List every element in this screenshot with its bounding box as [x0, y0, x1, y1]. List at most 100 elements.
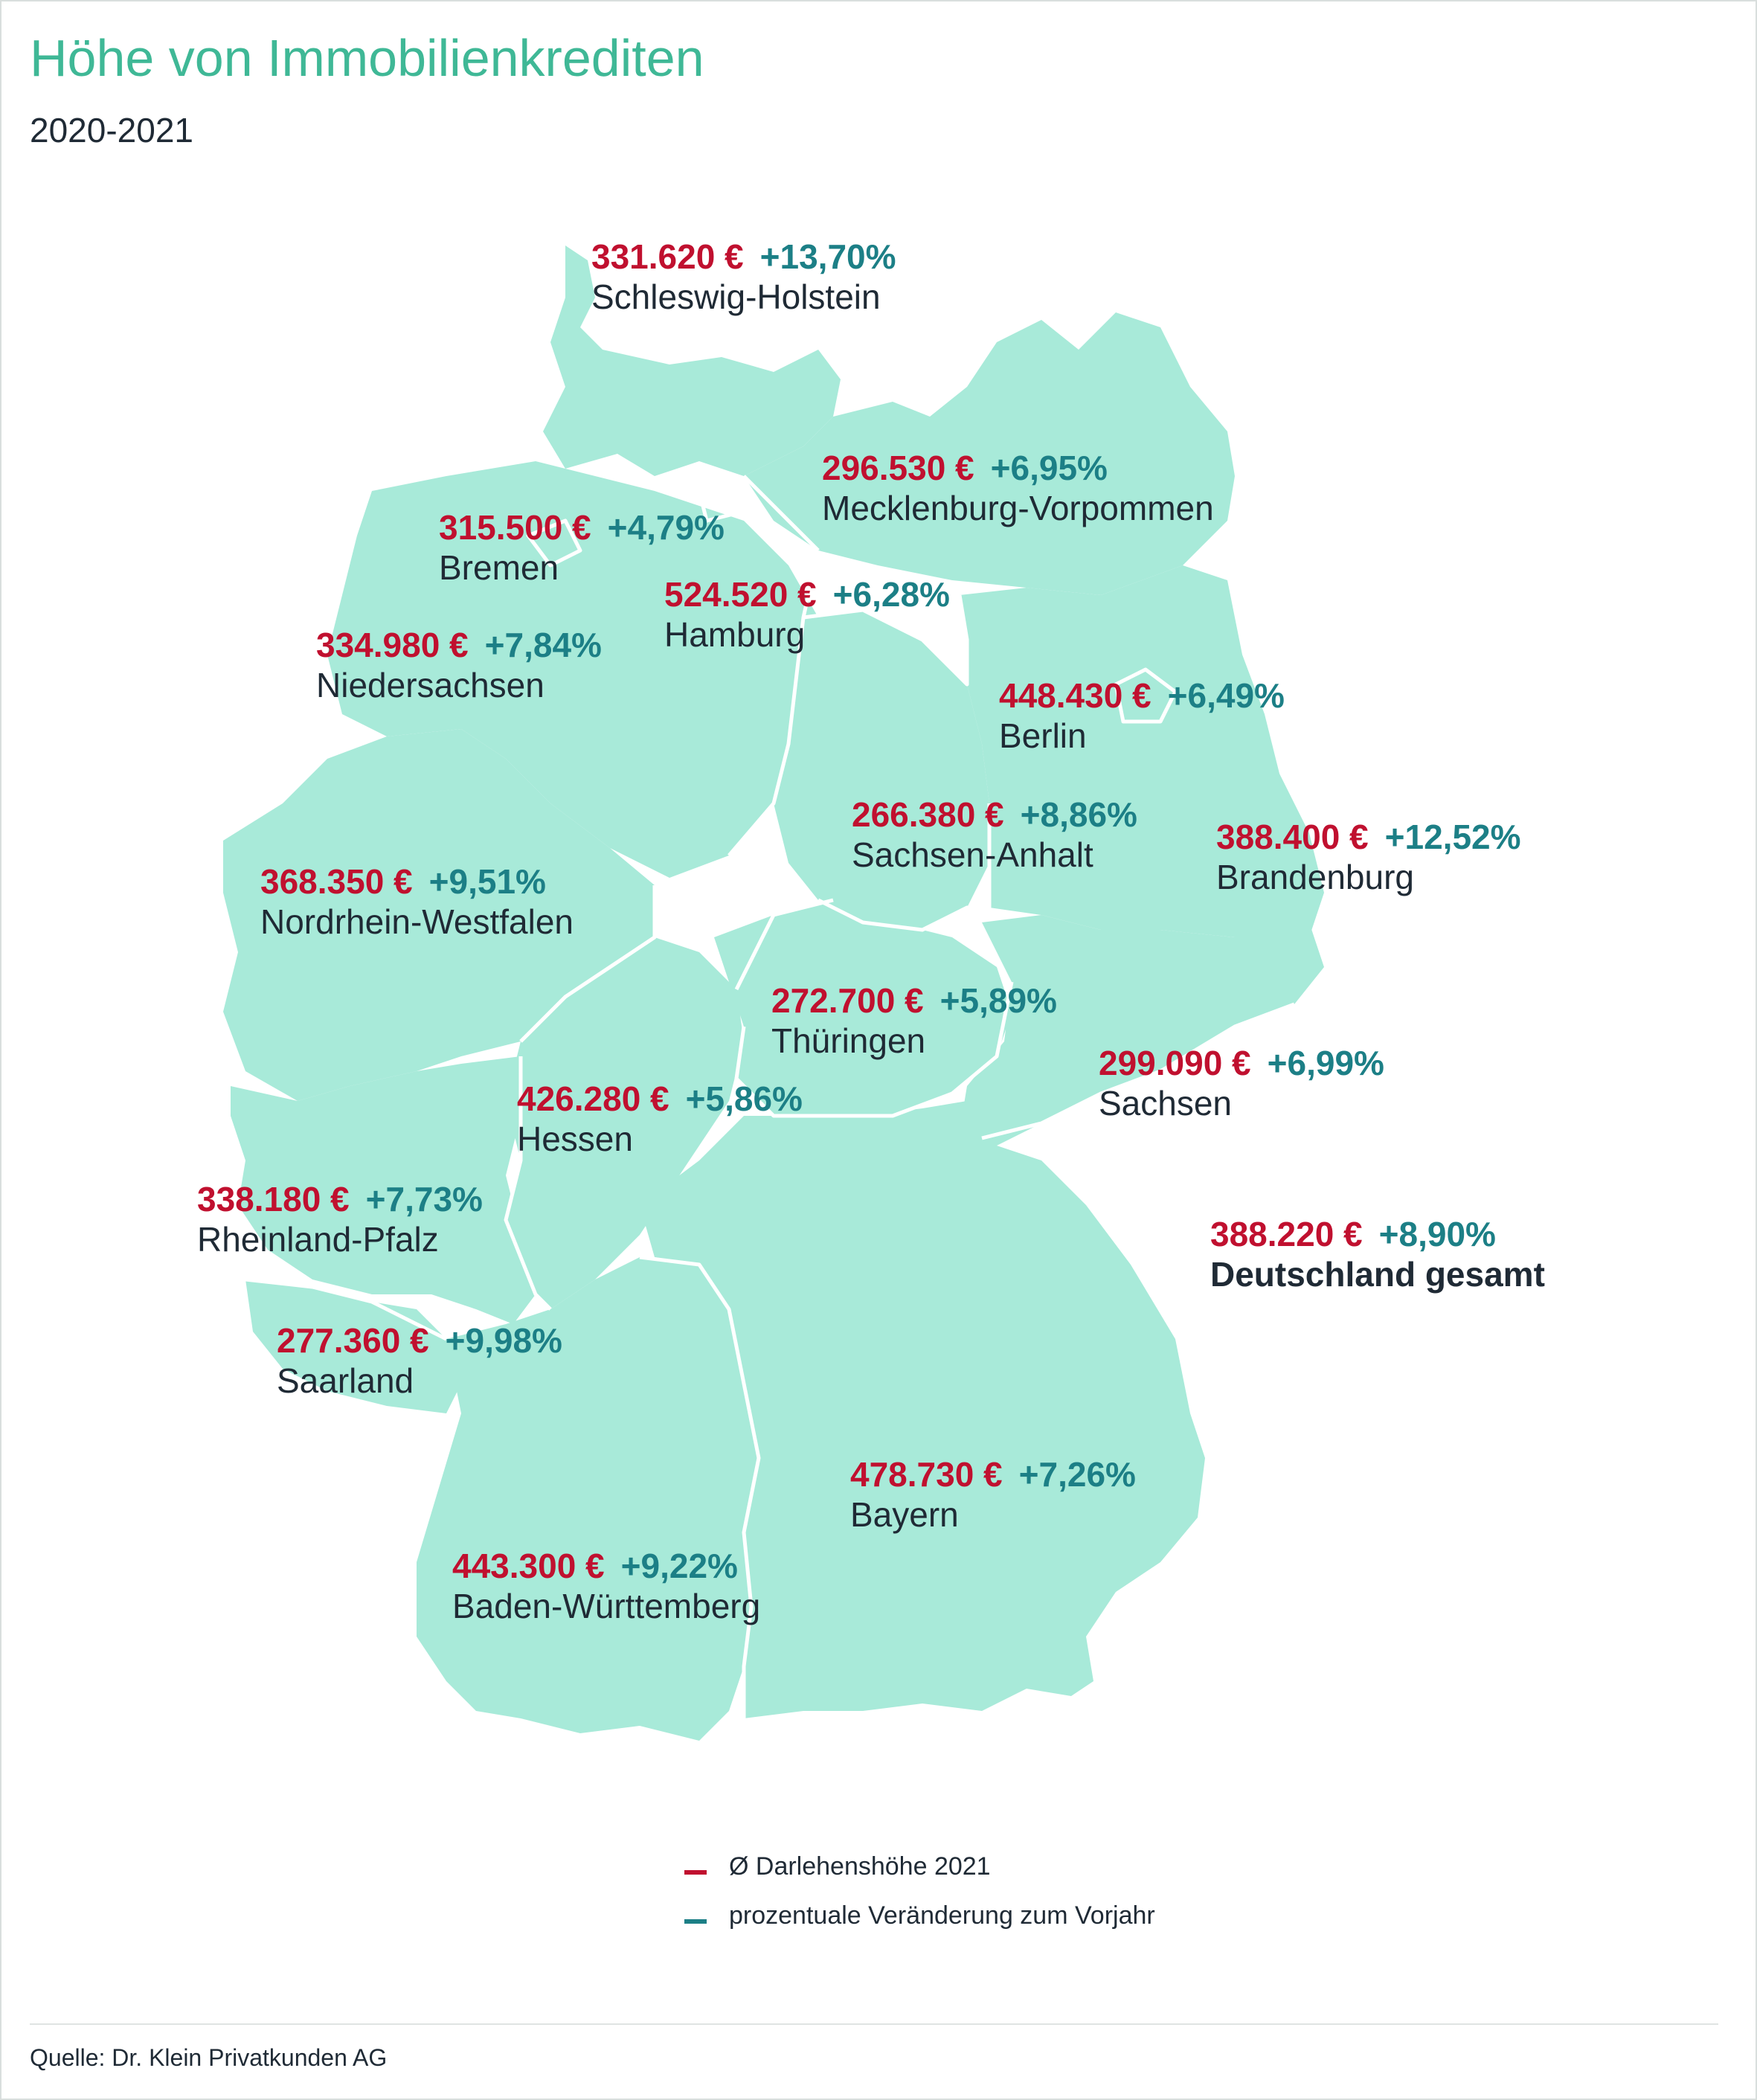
region-change: +7,84%	[484, 626, 602, 664]
region-change: +4,79%	[607, 508, 725, 547]
region-values: 296.530 € +6,95%	[822, 448, 1214, 488]
region-amount: 524.520 €	[664, 575, 817, 614]
region-change: +6,49%	[1167, 676, 1285, 715]
region-change: +9,22%	[620, 1547, 738, 1585]
region-label-nordrhein-westfalen: 368.350 € +9,51% Nordrhein-Westfalen	[260, 861, 574, 943]
region-amount: 277.360 €	[277, 1321, 429, 1360]
region-label-sachsen: 299.090 € +6,99% Sachsen	[1099, 1043, 1384, 1124]
region-amount: 426.280 €	[517, 1079, 669, 1118]
region-shape-sachsen	[960, 915, 1324, 1146]
region-values: 388.400 € +12,52%	[1216, 817, 1521, 857]
region-values: 448.430 € +6,49%	[999, 675, 1285, 716]
region-name: Berlin	[999, 716, 1087, 756]
page-title: Höhe von Immobilienkrediten	[30, 29, 704, 87]
region-change: +5,89%	[939, 981, 1057, 1020]
region-label-sachsen-anhalt: 266.380 € +8,86% Sachsen-Anhalt	[852, 794, 1137, 876]
region-name: Baden-Württemberg	[452, 1587, 761, 1626]
region-shape-rheinland-pfalz	[231, 1056, 536, 1324]
region-name: Hessen	[517, 1120, 633, 1159]
region-name: Schleswig-Holstein	[591, 277, 881, 317]
region-label-baden-wuerttemberg: 443.300 € +9,22% Baden-Württemberg	[452, 1546, 760, 1627]
region-label-saarland: 277.360 € +9,98% Saarland	[277, 1320, 562, 1401]
region-values: 426.280 € +5,86%	[517, 1079, 803, 1119]
region-change: +12,52%	[1384, 818, 1521, 856]
region-change: +8,90%	[1378, 1215, 1496, 1253]
region-change: +8,86%	[1020, 795, 1137, 834]
legend-swatch-amount	[684, 1870, 707, 1875]
region-name: Thüringen	[771, 1021, 926, 1061]
region-amount: 299.090 €	[1099, 1044, 1251, 1082]
region-change: +6,28%	[832, 575, 950, 614]
region-shape-brandenburg	[960, 565, 1324, 937]
region-amount: 315.500 €	[439, 508, 591, 547]
region-label-deutschland: 388.220 € +8,90% Deutschland gesamt	[1210, 1214, 1545, 1295]
region-label-brandenburg: 388.400 € +12,52% Brandenburg	[1216, 817, 1521, 898]
region-values: 266.380 € +8,86%	[852, 794, 1137, 835]
region-shape-bayern	[640, 1101, 1205, 1718]
region-label-hessen: 426.280 € +5,86% Hessen	[517, 1079, 803, 1160]
region-values: 338.180 € +7,73%	[197, 1179, 483, 1219]
footer-divider	[30, 2023, 1718, 2025]
region-change: +7,73%	[365, 1180, 483, 1218]
region-change: +7,26%	[1018, 1455, 1136, 1494]
region-change: +9,98%	[445, 1321, 562, 1360]
region-shape-schleswig-holstein	[543, 245, 841, 476]
page-subtitle: 2020-2021	[30, 111, 193, 150]
region-change: +6,99%	[1267, 1044, 1384, 1082]
region-shape-thueringen	[714, 900, 1012, 1116]
region-name: Saarland	[277, 1361, 414, 1401]
region-values: 443.300 € +9,22%	[452, 1546, 760, 1586]
region-amount: 296.530 €	[822, 449, 974, 487]
region-amount: 272.700 €	[771, 981, 924, 1020]
region-values: 277.360 € +9,98%	[277, 1320, 562, 1361]
region-amount: 338.180 €	[197, 1180, 350, 1218]
region-values: 334.980 € +7,84%	[316, 625, 602, 665]
region-amount: 331.620 €	[591, 237, 744, 276]
region-values: 524.520 € +6,28%	[664, 574, 950, 614]
region-name: Nordrhein-Westfalen	[260, 902, 574, 942]
region-shape-hessen	[506, 937, 744, 1309]
region-amount: 448.430 €	[999, 676, 1151, 715]
region-amount: 388.220 €	[1210, 1215, 1363, 1253]
region-label-bremen: 315.500 € +4,79% Bremen	[439, 507, 725, 588]
region-amount: 368.350 €	[260, 862, 413, 901]
region-amount: 334.980 €	[316, 626, 469, 664]
region-label-hamburg: 524.520 € +6,28% Hamburg	[664, 574, 950, 655]
region-shape-baden-wuerttemberg	[417, 1257, 759, 1741]
region-change: +5,86%	[685, 1079, 803, 1118]
legend-swatch-change	[684, 1919, 707, 1924]
legend-label-change: prozentuale Veränderung zum Vorjahr	[729, 1901, 1155, 1930]
region-change: +6,95%	[990, 449, 1108, 487]
region-change: +9,51%	[428, 862, 546, 901]
region-shape-mecklenburg-vorpommern	[744, 312, 1235, 595]
region-shape-niedersachsen	[327, 461, 818, 878]
region-amount: 443.300 €	[452, 1547, 605, 1585]
region-values: 331.620 € +13,70%	[591, 237, 896, 277]
region-name: Bremen	[439, 548, 559, 588]
region-label-rheinland-pfalz: 338.180 € +7,73% Rheinland-Pfalz	[197, 1179, 483, 1260]
region-label-schleswig-holstein: 331.620 € +13,70% Schleswig-Holstein	[591, 237, 896, 318]
region-name: Sachsen	[1099, 1084, 1233, 1123]
region-name: Rheinland-Pfalz	[197, 1220, 439, 1259]
region-amount: 388.400 €	[1216, 818, 1369, 856]
region-name: Brandenburg	[1216, 858, 1414, 897]
source-note: Quelle: Dr. Klein Privatkunden AG	[30, 2044, 388, 2071]
region-name: Sachsen-Anhalt	[852, 835, 1093, 875]
region-label-mecklenburg-vorpommern: 296.530 € +6,95% Mecklenburg-Vorpommen	[822, 448, 1214, 529]
region-values: 299.090 € +6,99%	[1099, 1043, 1384, 1083]
region-label-thueringen: 272.700 € +5,89% Thüringen	[771, 980, 1057, 1062]
region-values: 272.700 € +5,89%	[771, 980, 1057, 1021]
region-name: Bayern	[850, 1495, 959, 1535]
region-label-niedersachsen: 334.980 € +7,84% Niedersachsen	[316, 625, 602, 706]
region-values: 388.220 € +8,90%	[1210, 1214, 1545, 1254]
region-amount: 266.380 €	[852, 795, 1004, 834]
region-label-bayern: 478.730 € +7,26% Bayern	[850, 1454, 1136, 1535]
region-values: 368.350 € +9,51%	[260, 861, 574, 902]
region-name: Mecklenburg-Vorpommen	[822, 489, 1214, 528]
region-name: Deutschland gesamt	[1210, 1255, 1545, 1294]
region-change: +13,70%	[759, 237, 896, 276]
legend-label-amount: Ø Darlehenshöhe 2021	[729, 1852, 991, 1881]
region-name: Hamburg	[664, 615, 806, 655]
